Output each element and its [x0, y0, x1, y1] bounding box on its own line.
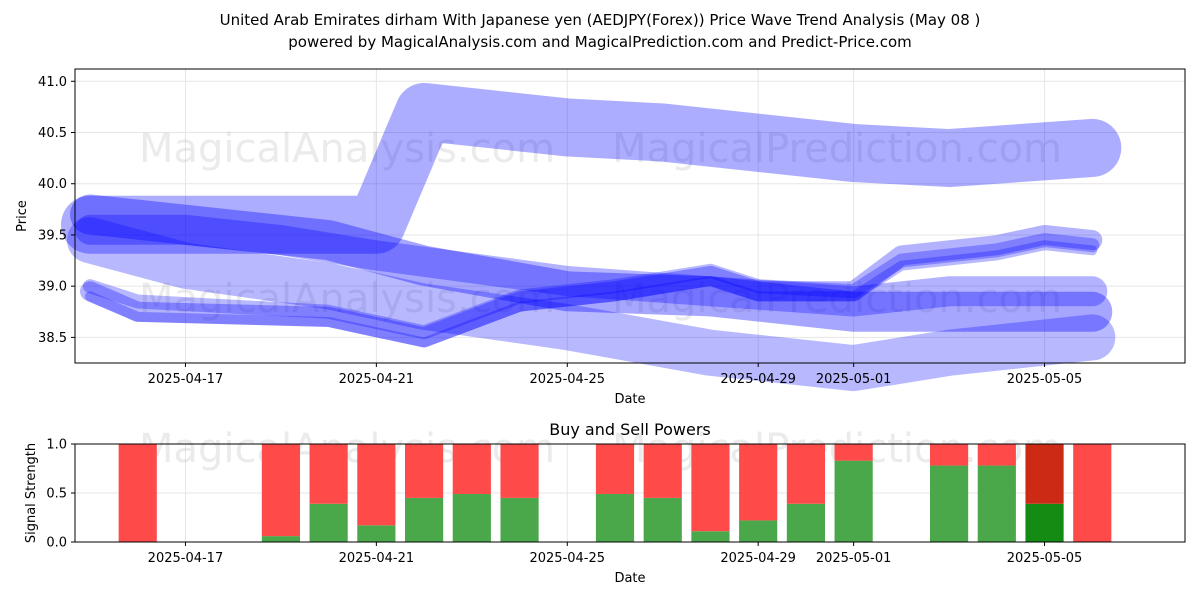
wave-line-6	[83, 233, 1100, 340]
sell-bar	[261, 444, 300, 537]
price-wave-lines	[61, 83, 1122, 392]
sell-bar	[739, 444, 778, 521]
signal-y-tick-label: 1.0	[46, 438, 67, 453]
price-y-tick-label: 40.5	[38, 126, 67, 141]
buy-bar	[405, 497, 444, 542]
signal-x-tick-label: 2025-05-01	[816, 551, 892, 566]
buy-bar	[834, 460, 873, 542]
sell-bar	[405, 444, 444, 498]
signal-bars	[118, 444, 1112, 542]
sell-bar	[977, 444, 1016, 466]
price-y-tick-label: 39.0	[38, 280, 67, 295]
buy-bar	[261, 536, 300, 542]
buy-bar	[309, 503, 348, 542]
price-x-tick-label: 2025-04-29	[720, 372, 796, 387]
figure-title-line1: United Arab Emirates dirham With Japanes…	[220, 11, 981, 29]
sell-bar	[643, 444, 682, 498]
buy-bar	[452, 493, 491, 542]
wave-line-5	[80, 225, 1103, 348]
wave-line-3	[75, 214, 1108, 317]
wave-line-4	[67, 217, 1116, 392]
wave-line-1	[61, 83, 1122, 254]
watermark-magicalprediction: MagicalPrediction.com	[612, 126, 1062, 172]
price-y-ticks: 38.5 39.0 39.5 40.0 40.5 41.0	[38, 75, 75, 346]
sell-bar	[452, 444, 491, 494]
price-y-tick-label: 39.5	[38, 228, 67, 243]
price-y-tick-label: 41.0	[38, 75, 67, 90]
sell-bar	[1073, 444, 1112, 542]
watermark-magicalanalysis: MagicalAnalysis.com	[139, 276, 555, 322]
signal-chart-panel: Buy and Sell Powers MagicalAnalysis.comM…	[24, 420, 1186, 586]
price-chart-panel: MagicalAnalysis.com MagicalPrediction.com…	[15, 68, 1186, 407]
signal-x-tick-label: 2025-04-29	[720, 551, 796, 566]
price-x-tick-label: 2025-04-21	[339, 372, 415, 387]
buy-bar	[786, 503, 825, 542]
sell-bar	[1025, 444, 1064, 504]
price-grid	[75, 69, 1185, 363]
price-watermarks: MagicalAnalysis.com MagicalPrediction.com…	[139, 126, 1062, 322]
sell-bar	[595, 444, 635, 494]
buy-bar	[357, 525, 396, 542]
sell-bar	[930, 444, 969, 466]
price-plot-frame	[74, 68, 1186, 364]
buy-bar	[595, 493, 635, 542]
buy-bar	[1025, 503, 1064, 542]
sell-bar	[834, 444, 873, 461]
price-y-tick-label: 40.0	[38, 177, 67, 192]
signal-y-axis-label: Signal Strength	[24, 443, 39, 543]
price-x-tick-label: 2025-04-17	[148, 372, 224, 387]
price-x-tick-label: 2025-05-05	[1007, 372, 1083, 387]
buy-bar	[930, 465, 969, 542]
watermark-magicalprediction: MagicalPrediction.com	[612, 276, 1062, 322]
price-y-tick-label: 38.5	[38, 331, 67, 346]
buy-bar	[691, 531, 730, 542]
signal-x-tick-label: 2025-04-25	[529, 551, 605, 566]
buy-bar	[977, 465, 1016, 542]
wave-line-2	[70, 194, 1113, 332]
buy-bar	[739, 520, 778, 542]
sell-bar	[357, 444, 396, 526]
signal-y-ticks: 0.0 0.5 1.0	[46, 438, 75, 551]
signal-x-tick-label: 2025-04-21	[339, 551, 415, 566]
sell-bar	[500, 444, 539, 498]
price-y-axis-label: Price	[15, 200, 30, 232]
sell-bar	[691, 444, 730, 532]
buy-bar	[500, 497, 539, 542]
signal-x-ticks: 2025-04-17 2025-04-21 2025-04-25 2025-04-29…	[148, 542, 1083, 566]
signal-chart-title: Buy and Sell Powers	[549, 420, 711, 439]
price-x-ticks: 2025-04-17 2025-04-21 2025-04-25 2025-04-29…	[148, 363, 1083, 387]
signal-x-axis-label: Date	[614, 571, 645, 586]
price-x-tick-label: 2025-04-25	[529, 372, 605, 387]
watermark-magicalanalysis: MagicalAnalysis.com	[139, 126, 555, 172]
sell-bar	[786, 444, 825, 504]
price-x-tick-label: 2025-05-01	[816, 372, 892, 387]
sell-bar	[118, 444, 157, 542]
sell-bar	[309, 444, 348, 504]
buy-bar	[643, 497, 682, 542]
signal-y-tick-label: 0.5	[46, 487, 67, 502]
wave-line-7	[85, 240, 1098, 348]
signal-y-tick-label: 0.0	[46, 536, 67, 551]
signal-x-tick-label: 2025-05-05	[1007, 551, 1083, 566]
signal-x-tick-label: 2025-04-17	[148, 551, 224, 566]
price-x-axis-label: Date	[614, 392, 645, 407]
figure-title-line2: powered by MagicalAnalysis.com and Magic…	[288, 33, 912, 51]
